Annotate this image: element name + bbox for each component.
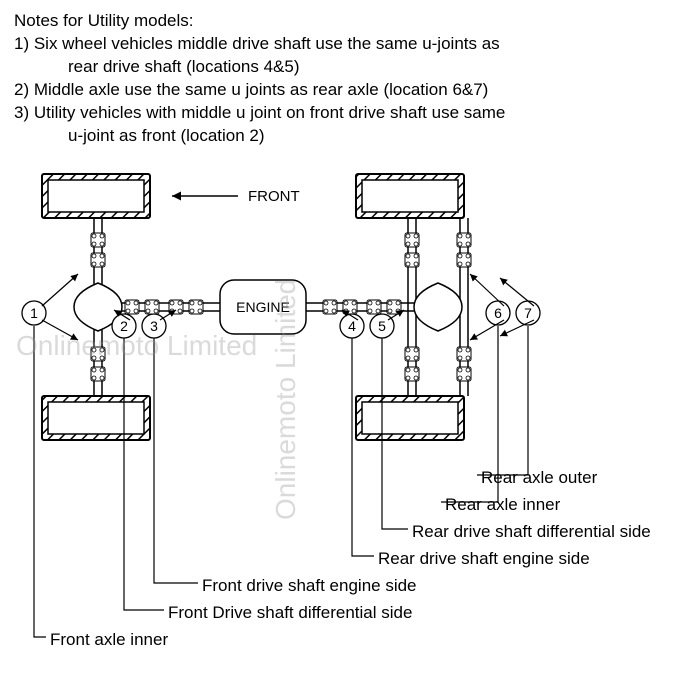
notes-block: Notes for Utility models: 1) Six wheel v…: [0, 0, 700, 152]
svg-text:ENGINE: ENGINE: [236, 299, 290, 315]
svg-text:3: 3: [150, 318, 158, 334]
note-3b: u-joint as front (location 2): [14, 125, 686, 148]
svg-text:7: 7: [524, 305, 532, 321]
note-1b: rear drive shaft (locations 4&5): [14, 56, 686, 79]
front-direction-label: FRONT: [248, 188, 300, 205]
notes-title: Notes for Utility models:: [14, 10, 686, 33]
note-3a: 3) Utility vehicles with middle u joint …: [14, 102, 686, 125]
note-1a: 1) Six wheel vehicles middle drive shaft…: [14, 33, 686, 56]
drivetrain-diagram: ENGINE 1 2 3 4 5 6 7: [0, 150, 700, 700]
svg-text:2: 2: [120, 318, 128, 334]
note-2: 2) Middle axle use the same u joints as …: [14, 79, 686, 102]
svg-text:4: 4: [348, 318, 356, 334]
svg-text:5: 5: [378, 318, 386, 334]
svg-text:1: 1: [30, 305, 38, 321]
svg-text:6: 6: [494, 305, 502, 321]
